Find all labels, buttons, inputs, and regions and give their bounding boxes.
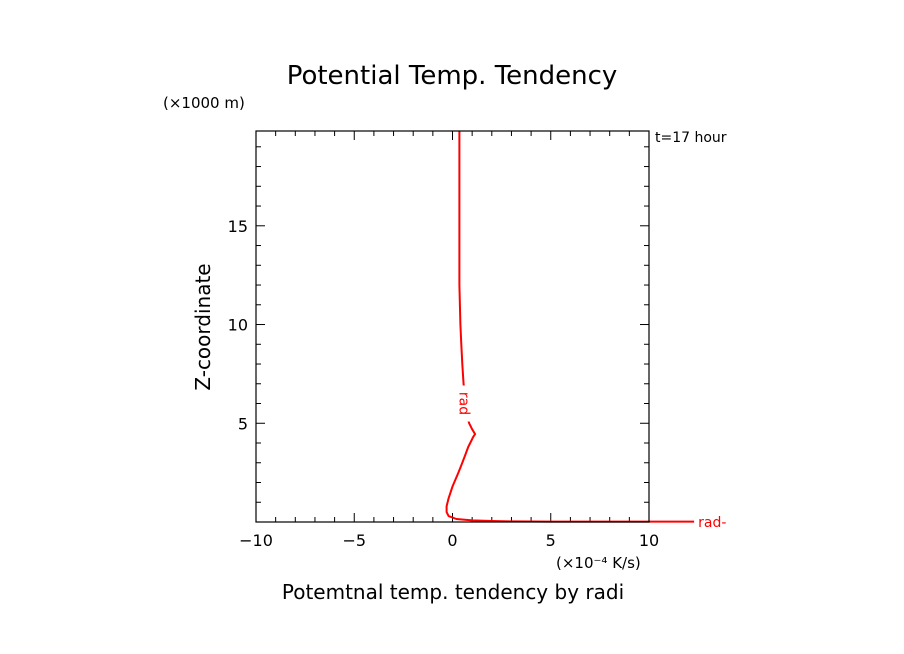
series-layer: rad rad- — [445, 131, 737, 531]
y-unit-label: (×1000 m) — [163, 94, 245, 112]
time-label: t=17 hour — [655, 130, 727, 146]
x-tick-label: −5 — [342, 531, 366, 550]
y-axis-label: Z-coordinate — [191, 263, 215, 390]
axis-ticks — [255, 131, 650, 522]
line-label-gap — [694, 513, 737, 529]
x-tick-label: 5 — [546, 531, 556, 550]
x-unit-label: (×10⁻⁴ K/s) — [556, 554, 641, 572]
x-tick-label: 0 — [447, 531, 457, 550]
x-axis-label: Potemtnal temp. tendency by radi — [282, 580, 624, 604]
tick-labels: −10 −5 0 5 10 5 10 15 — [228, 217, 660, 550]
y-tick-label: 15 — [228, 217, 248, 236]
plot-frame — [255, 130, 650, 523]
x-tick-label: 10 — [639, 531, 659, 550]
chart-title: Potential Temp. Tendency — [287, 61, 618, 91]
y-tick-label: 10 — [228, 316, 248, 335]
y-tick-label: 5 — [238, 414, 248, 433]
line-label-gap — [456, 385, 473, 422]
x-tick-label: −10 — [239, 531, 273, 550]
series-line-rad — [445, 131, 728, 523]
line-label: rad- — [698, 515, 726, 531]
line-label: rad — [455, 392, 471, 415]
